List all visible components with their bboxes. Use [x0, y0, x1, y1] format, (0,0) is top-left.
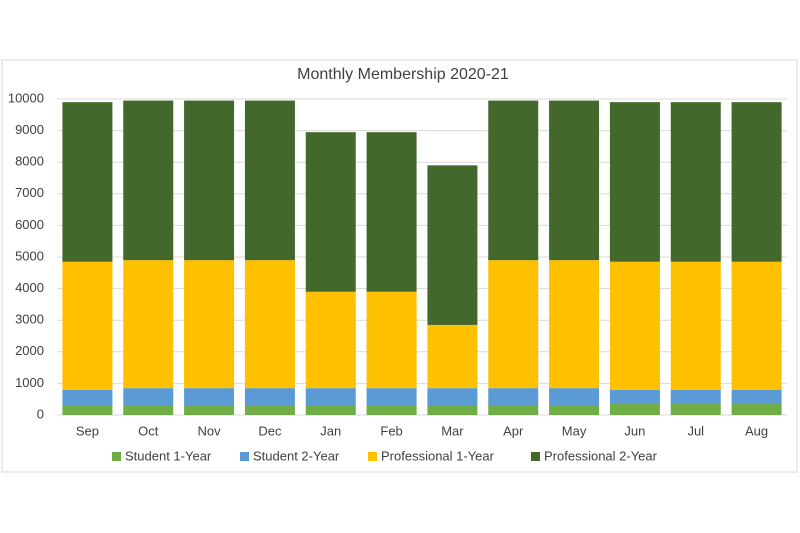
legend-label: Professional 1-Year [381, 448, 495, 463]
bar-segment [488, 405, 539, 415]
bar-segment [549, 388, 600, 406]
bar-segment [670, 403, 721, 415]
legend-swatch [240, 452, 249, 461]
x-tick-label: Jan [320, 423, 341, 438]
x-tick-label: Dec [258, 423, 282, 438]
y-tick-label: 4000 [15, 280, 44, 295]
x-tick-label: Nov [198, 423, 222, 438]
bar-segment [609, 261, 660, 390]
bar-segment [123, 388, 174, 406]
x-tick-label: Apr [503, 423, 524, 438]
bar-segment [731, 403, 782, 415]
bar-segment [62, 261, 113, 390]
bar-segment [244, 388, 295, 406]
x-tick-label: Feb [380, 423, 402, 438]
bar-segment [427, 324, 478, 389]
y-tick-label: 0 [37, 406, 44, 421]
x-tick-label: May [562, 423, 587, 438]
bar-segment [366, 405, 417, 415]
bar-segment [62, 389, 113, 406]
bar-segment [731, 102, 782, 262]
bar-segment [670, 261, 721, 390]
bar-segment [244, 100, 295, 261]
legend-label: Student 1-Year [125, 448, 212, 463]
bar-segment [427, 405, 478, 415]
x-tick-label: Jun [624, 423, 645, 438]
bar-segment [184, 260, 235, 389]
legend-label: Professional 2-Year [544, 448, 658, 463]
y-tick-label: 2000 [15, 343, 44, 358]
bar-segment [244, 260, 295, 389]
x-tick-label: Mar [441, 423, 464, 438]
y-tick-label: 7000 [15, 185, 44, 200]
bar-segment [427, 165, 478, 325]
legend-swatch [112, 452, 121, 461]
bar-segment [123, 260, 174, 389]
x-tick-label: Oct [138, 423, 159, 438]
chart-title: Monthly Membership 2020-21 [297, 66, 509, 83]
bar-segment [488, 260, 539, 389]
bar-segment [670, 102, 721, 262]
y-tick-label: 10000 [8, 90, 44, 105]
bar-segment [670, 389, 721, 404]
bar-segment [366, 291, 417, 389]
legend-swatch [531, 452, 540, 461]
y-tick-label: 6000 [15, 217, 44, 232]
bar-segment [123, 405, 174, 415]
x-tick-label: Jul [687, 423, 704, 438]
bar-segment [731, 389, 782, 404]
y-tick-label: 3000 [15, 312, 44, 327]
bar-segment [609, 389, 660, 404]
bar-segment [305, 388, 356, 406]
bar-segment [184, 388, 235, 406]
bar-segment [366, 132, 417, 292]
bar-segment [609, 102, 660, 262]
bar-segment [305, 132, 356, 292]
bar-segment [305, 291, 356, 389]
bar-segment [366, 388, 417, 406]
bar-segment [549, 100, 600, 261]
y-tick-label: 8000 [15, 154, 44, 169]
bar-segment [305, 405, 356, 415]
bar-segment [549, 405, 600, 415]
x-tick-label: Aug [745, 423, 768, 438]
y-tick-label: 9000 [15, 122, 44, 137]
bar-segment [184, 100, 235, 261]
bar-segment [731, 261, 782, 390]
bar-segment [488, 388, 539, 406]
bar-segment [609, 403, 660, 415]
y-tick-label: 5000 [15, 248, 44, 263]
bar-segment [62, 405, 113, 415]
legend-label: Student 2-Year [253, 448, 340, 463]
legend-swatch [368, 452, 377, 461]
bar-segment [549, 260, 600, 389]
bar-segment [184, 405, 235, 415]
y-tick-label: 1000 [15, 375, 44, 390]
bar-segment [427, 388, 478, 406]
x-tick-label: Sep [76, 423, 99, 438]
bar-segment [62, 102, 113, 262]
bar-segment [123, 100, 174, 261]
bar-segment [488, 100, 539, 261]
bar-segment [244, 405, 295, 415]
